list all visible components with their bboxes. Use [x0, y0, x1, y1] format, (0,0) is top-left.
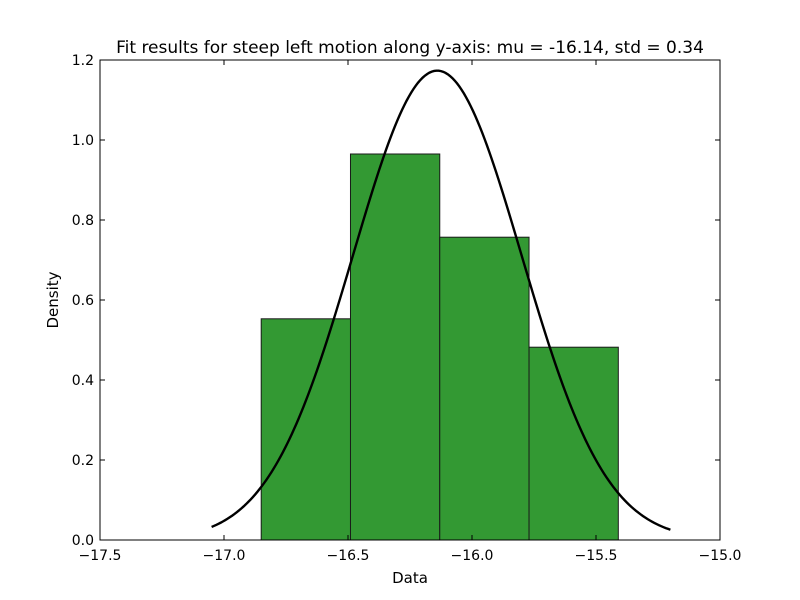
y-tick-label: 0.8	[72, 213, 94, 229]
y-axis-label: Density	[44, 271, 62, 328]
y-tick-label: 0.6	[72, 293, 94, 309]
x-axis-label: Data	[392, 569, 428, 587]
chart-title: Fit results for steep left motion along …	[116, 38, 704, 58]
x-tick-label: −16.0	[451, 548, 494, 564]
x-tick-label: −16.5	[327, 548, 370, 564]
x-tick-label: −15.5	[575, 548, 618, 564]
histogram-bar	[349, 153, 441, 541]
x-tick-label: −17.0	[203, 548, 246, 564]
y-tick-label: 1.0	[72, 133, 94, 149]
y-tick-label: 0.2	[72, 453, 94, 469]
histogram-bar	[439, 236, 530, 541]
ticks-layer: −17.5 −17.0 −16.5 −16.0 −15.5 −15.0 0.0 0.2 0.4 0…	[72, 53, 742, 564]
bars-layer	[260, 153, 619, 541]
y-tick-label: 0.4	[72, 373, 94, 389]
x-tick-label: −17.5	[79, 548, 122, 564]
histogram-bar	[260, 318, 351, 541]
normal-fit-curve	[211, 69, 671, 531]
x-tick-label: −15.0	[699, 548, 742, 564]
y-tick-label: 1.2	[72, 53, 94, 69]
histogram-bar	[528, 346, 619, 541]
y-tick-label: 0.0	[72, 533, 94, 549]
